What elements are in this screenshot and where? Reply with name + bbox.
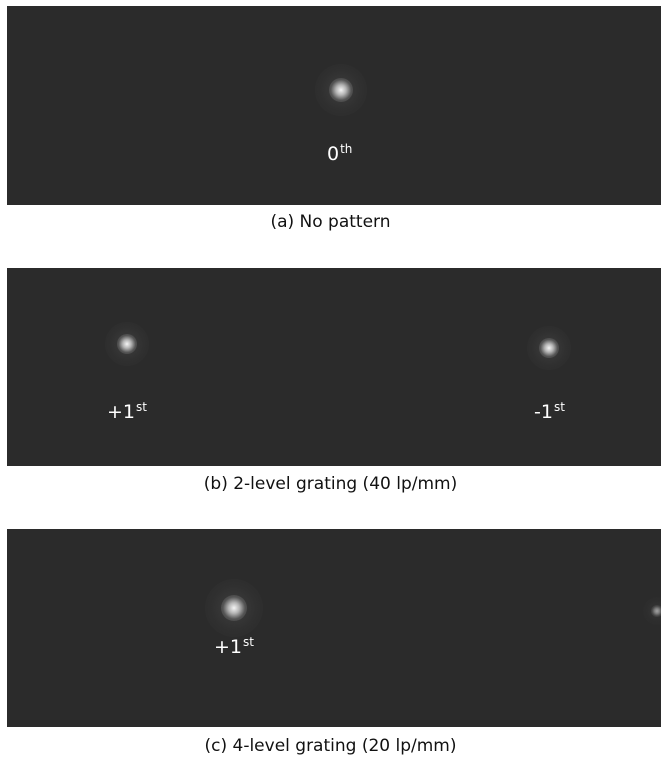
zeroth-order-label: 0th <box>327 142 352 165</box>
edge-order-spot <box>643 597 661 625</box>
plus-first-order-label-base: +1 <box>107 401 136 423</box>
plus-first-order-label: +1st <box>107 400 147 423</box>
plus-first-order-spot <box>105 322 149 366</box>
zeroth-order-label-base: 0 <box>327 143 340 165</box>
caption-b: (b) 2-level grating (40 lp/mm) <box>203 474 458 494</box>
plus-first-order-label-sup: st <box>136 400 147 414</box>
panel-c-image: +1st <box>7 529 661 727</box>
panel-b-image: +1st -1st <box>7 268 661 466</box>
plus-first-order-label: +1st <box>214 635 254 658</box>
minus-first-order-label-sup: st <box>553 400 565 414</box>
caption-c: (c) 4-level grating (20 lp/mm) <box>204 736 457 756</box>
minus-first-order-spot <box>527 326 571 370</box>
plus-first-order-spot <box>205 579 263 637</box>
caption-a: (a) No pattern <box>270 212 391 232</box>
zeroth-order-label-sup: th <box>340 142 353 156</box>
panel-a-image: 0th <box>7 6 661 205</box>
minus-first-order-label-base: -1 <box>534 401 553 423</box>
zeroth-order-spot <box>315 64 367 116</box>
plus-first-order-label-base: +1 <box>214 636 243 658</box>
plus-first-order-label-sup: st <box>243 635 254 649</box>
minus-first-order-label: -1st <box>534 400 565 423</box>
